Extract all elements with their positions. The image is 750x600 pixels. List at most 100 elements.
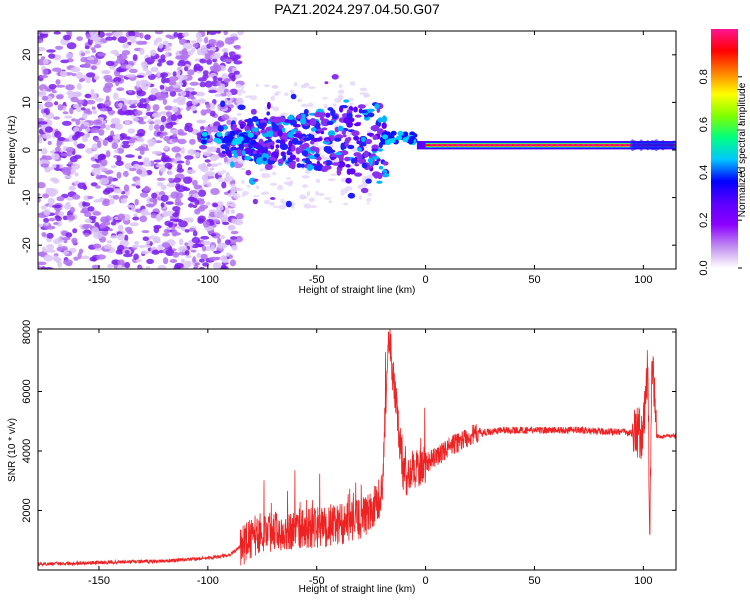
spectrogram-noise-blob: [104, 82, 114, 89]
spectrogram-noise-blob: [139, 215, 148, 223]
spectrogram-noise-blob: [171, 146, 181, 153]
spectrogram-signal-blob: [259, 119, 268, 124]
spectrogram-noise-blob: [182, 176, 193, 184]
spectrogram-signal-blob: [325, 112, 331, 118]
spectrogram-signal-blob: [289, 119, 297, 126]
spectrogram-noise-blob: [195, 152, 200, 158]
spectrogram-noise-blob: [143, 115, 147, 120]
spectrogram-signal-blob: [309, 146, 318, 152]
spectrogram-noise-blob: [38, 197, 41, 203]
spectrogram-signal-blob: [281, 127, 286, 133]
spectrogram-noise-blob: [196, 100, 207, 104]
spectrogram-noise-blob: [56, 94, 62, 99]
spectrogram-noise-blob: [82, 185, 88, 191]
spectrogram-noise-blob: [367, 192, 373, 197]
spectrogram-noise-blob: [38, 265, 42, 269]
spectrogram-noise-blob: [115, 160, 124, 166]
spectrogram-noise-blob: [110, 165, 117, 169]
spectrogram-noise-blob: [116, 147, 125, 154]
spectrogram-noise-blob: [89, 215, 97, 220]
spectrogram-noise-blob: [105, 150, 111, 158]
spectrogram-noise-blob: [156, 213, 162, 220]
spectrogram-signal-blob: [402, 137, 409, 143]
spectrogram-signal-blob: [306, 163, 314, 171]
spectrogram-signal-blob: [365, 138, 373, 145]
spectrogram-noise-blob: [322, 97, 328, 100]
spectrogram-noise-blob: [124, 261, 131, 269]
spectrogram-signal-blob: [376, 180, 383, 184]
spectrogram-noise-blob: [65, 84, 75, 91]
spectrogram-noise-blob: [172, 206, 181, 212]
spectrogram-noise-blob: [214, 93, 222, 97]
colorbar-label: Normalized spectral amplitude: [737, 82, 748, 217]
spectrogram-noise-blob: [224, 161, 232, 165]
spectrogram-noise-blob: [38, 121, 48, 125]
spectrogram-noise-blob: [190, 91, 197, 95]
spectrogram-noise-blob: [195, 91, 206, 97]
spectrogram-noise-blob: [189, 138, 196, 145]
spectrogram-noise-blob: [255, 185, 260, 190]
spectrogram-signal-blob: [344, 137, 350, 144]
spectrogram-noise-blob: [357, 184, 364, 190]
spectrogram-noise-blob: [69, 107, 74, 115]
spectrogram-noise-blob: [78, 248, 84, 254]
spectrogram-noise-blob: [38, 261, 47, 266]
spectrogram-noise-blob: [153, 159, 162, 163]
spectrogram-noise-blob: [223, 78, 231, 83]
spectrogram-noise-blob: [129, 68, 138, 74]
spectrogram-noise-blob: [300, 103, 309, 108]
spectrogram-noise-blob: [201, 240, 212, 245]
spectrogram-noise-blob: [73, 154, 82, 159]
spectrogram-noise-blob: [41, 232, 47, 237]
spectrogram-noise-blob: [63, 34, 72, 41]
spectrogram-noise-blob: [177, 138, 187, 145]
spectrogram-signal-blob: [216, 139, 223, 144]
spectrogram-noise-blob: [184, 155, 194, 160]
spectrogram-noise-blob: [184, 250, 190, 256]
spectrogram-noise-blob: [124, 120, 131, 125]
spectrogram-noise-blob: [202, 70, 209, 76]
spectrogram-noise-blob: [80, 52, 86, 57]
spectrogram-noise-blob: [64, 174, 72, 179]
spectrogram-noise-blob: [164, 51, 169, 58]
spectrogram-noise-blob: [110, 123, 117, 129]
spectrogram-signal-blob: [296, 115, 303, 119]
spectrogram-noise-blob: [307, 86, 316, 89]
spectrogram-noise-blob: [81, 113, 88, 119]
spectrogram-signal-blob: [390, 130, 397, 136]
spectrogram-noise-blob: [73, 126, 80, 132]
spectrogram-noise-blob: [203, 151, 212, 157]
spectrogram-noise-blob: [127, 90, 133, 94]
spectrogram-signal-blob: [221, 150, 226, 155]
spectrogram-noise-blob: [70, 66, 81, 73]
spectrogram-noise-blob: [38, 223, 44, 228]
spectrogram-noise-blob: [200, 109, 207, 116]
spectrogram-marks: [38, 31, 676, 269]
spectrogram-noise-blob: [142, 40, 148, 45]
spectrogram-noise-blob: [74, 131, 81, 139]
spectrogram-signal-blob: [360, 136, 366, 143]
spectrogram-noise-blob: [104, 99, 111, 107]
spectrogram-noise-blob: [187, 149, 197, 155]
spectrogram-signal-blob: [353, 135, 360, 141]
spectrogram-noise-blob: [289, 89, 294, 93]
spectrogram-x-tick-label: 100: [634, 274, 652, 286]
spectrogram-noise-blob: [139, 98, 147, 103]
spectrogram-noise-blob: [259, 168, 264, 172]
spectrogram-noise-blob: [227, 67, 233, 73]
spectrogram-noise-blob: [178, 251, 187, 256]
spectrogram-signal-blob: [316, 128, 325, 132]
spectrogram-signal-blob: [236, 149, 243, 155]
spectrogram-noise-blob: [224, 239, 231, 246]
spectrogram-noise-blob: [224, 37, 235, 45]
spectrogram-noise-blob: [129, 105, 137, 109]
spectrogram-noise-blob: [338, 84, 343, 88]
spectrogram-noise-blob: [159, 133, 164, 139]
spectrogram-noise-blob: [139, 192, 149, 198]
spectrogram-noise-blob: [117, 259, 125, 266]
spectrogram-noise-blob: [174, 201, 184, 206]
spectrogram-y-tick-label: 20: [21, 49, 33, 61]
spectrogram-noise-blob: [168, 76, 179, 82]
spectrogram-signal-blob: [366, 108, 375, 113]
